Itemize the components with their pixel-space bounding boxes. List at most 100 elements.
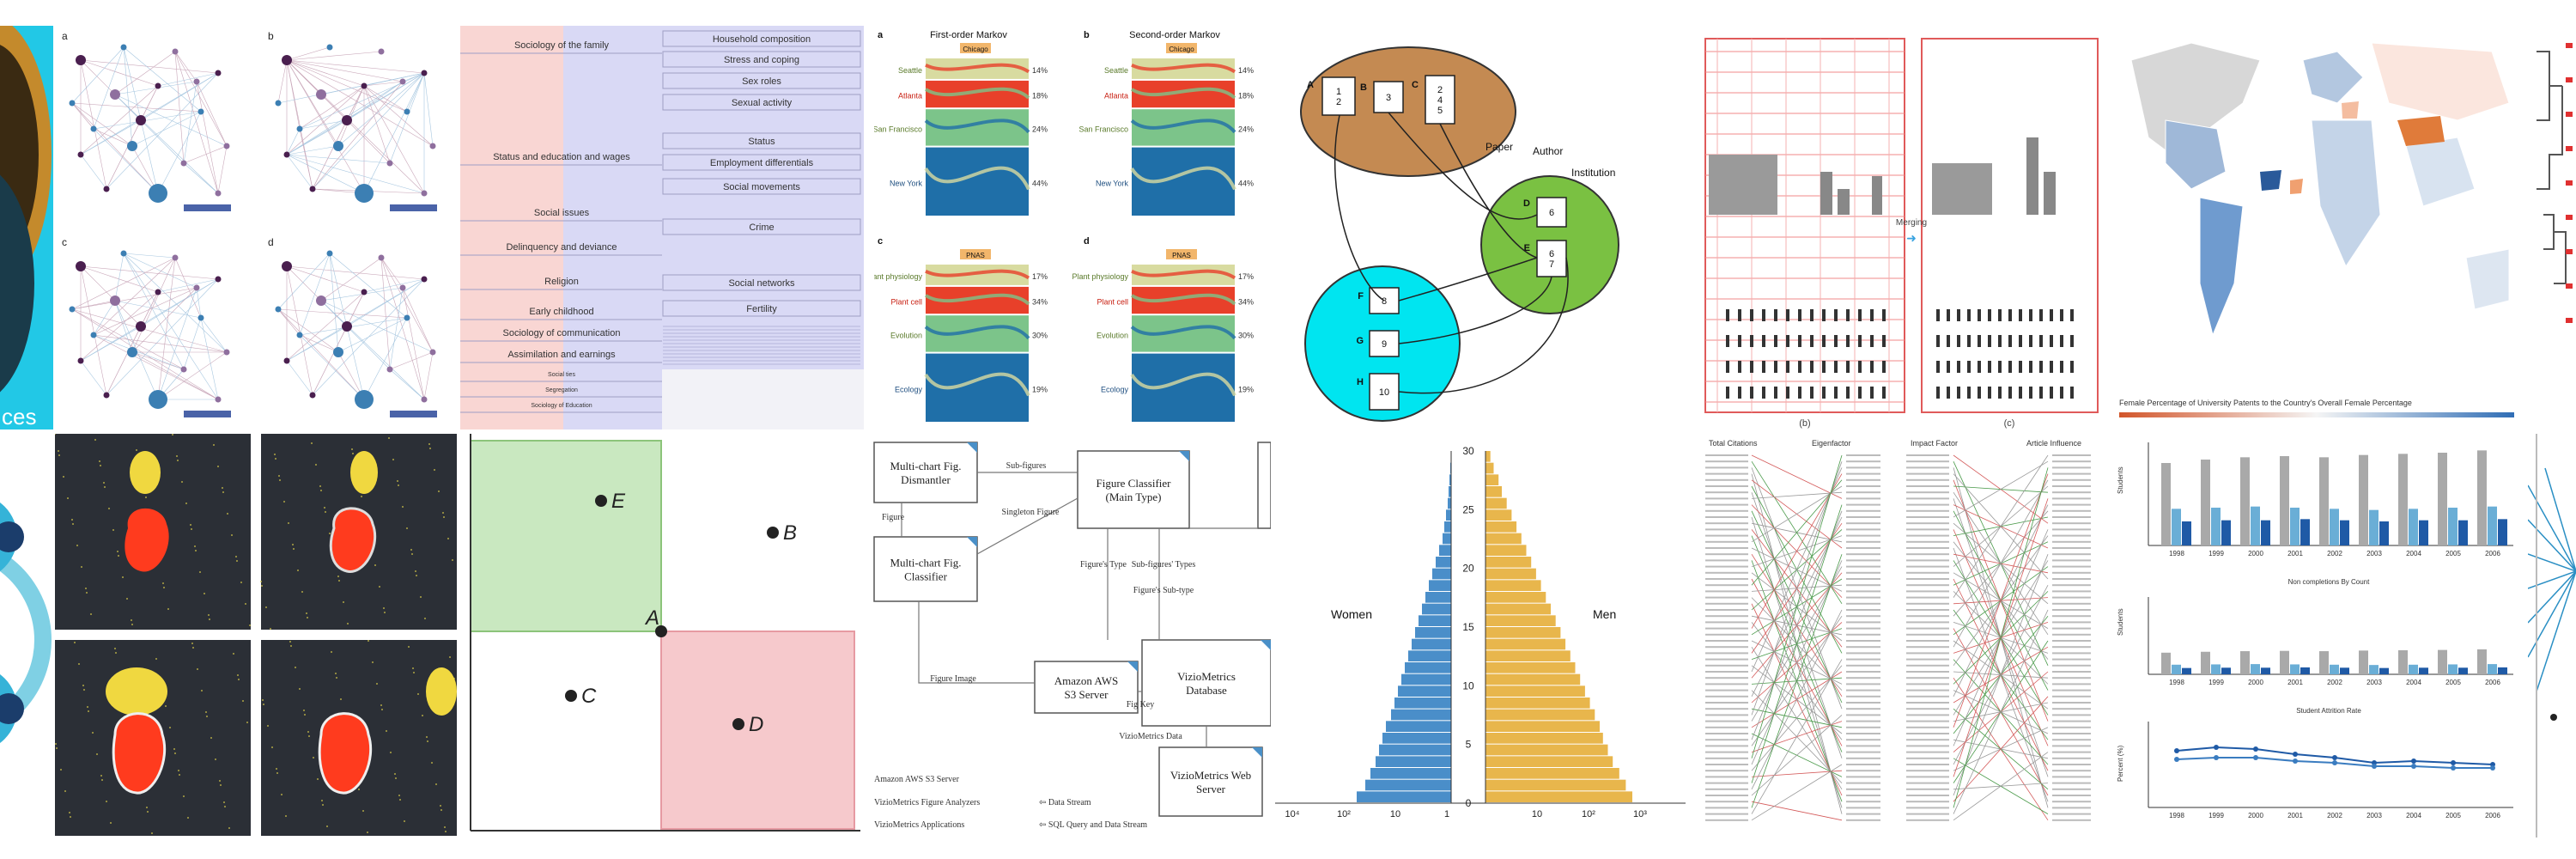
- sankey-flow-strand: [924, 372, 1030, 397]
- network-node: [77, 151, 84, 158]
- bar: [2398, 650, 2408, 674]
- bump-line: [1953, 454, 2049, 598]
- rank-label: [2052, 454, 2091, 456]
- sankey-pct-label: 19%: [1032, 385, 1048, 393]
- network-edge: [80, 119, 142, 155]
- network-edge: [71, 287, 197, 310]
- rank-label: [1906, 640, 1949, 642]
- sankey-flow-strand: [1130, 325, 1236, 340]
- flow-box-text: VizioMetrics Web: [1170, 769, 1251, 782]
- scatter-dot: [78, 663, 80, 665]
- panel-c-label: (c): [2004, 418, 2015, 429]
- rank-label: [2052, 664, 2091, 667]
- trace-mark: [1967, 361, 1971, 373]
- rank-label: [2052, 795, 2091, 796]
- men-bar: [1485, 744, 1608, 756]
- y-axis-label: Students: [2117, 466, 2124, 494]
- rank-label: [2052, 602, 2091, 605]
- scatter-dot: [398, 484, 399, 486]
- network-edge: [299, 119, 348, 130]
- network-edge: [93, 334, 219, 400]
- scatter-dot: [428, 443, 430, 445]
- network-edge: [123, 253, 219, 400]
- network-edge: [123, 253, 176, 259]
- bar: [2477, 450, 2487, 545]
- sankey-node-label: San Francisco: [1078, 125, 1128, 133]
- scatter-dot: [331, 651, 332, 653]
- rank-label: [1906, 770, 1949, 772]
- bump-header: Eigenfactor: [1812, 439, 1851, 448]
- scatter-dot: [100, 465, 101, 466]
- trace-mark: [1870, 361, 1874, 373]
- men-bar: [1485, 768, 1619, 779]
- network-edge: [389, 72, 425, 164]
- trace-mark: [1750, 387, 1753, 399]
- bar: [2300, 519, 2310, 545]
- women-bar: [1412, 638, 1451, 650]
- network-node: [180, 366, 187, 373]
- scatter-dot: [321, 800, 323, 801]
- network-edge: [106, 278, 219, 396]
- rank-label: [1705, 571, 1748, 574]
- trace-mark: [1936, 335, 1940, 347]
- sankey-title: Second-order Markov: [1129, 30, 1220, 40]
- scatter-dot: [219, 780, 221, 782]
- scatter-dot: [260, 581, 262, 582]
- scatter-dot: [304, 714, 306, 716]
- quadrant-point: [565, 690, 577, 702]
- rank-label: [2052, 751, 2091, 753]
- scatter-dot: [172, 434, 173, 436]
- rank-label: [2052, 646, 2091, 649]
- women-bar: [1432, 568, 1451, 580]
- scatter-dot: [85, 588, 87, 589]
- scatter-dot: [114, 648, 116, 649]
- rank-label: [2052, 460, 2091, 463]
- trace-mark: [1774, 309, 1777, 321]
- network-edge: [157, 72, 219, 87]
- sankey-flow-strand: [924, 166, 1030, 191]
- right-topic-box: [662, 132, 861, 149]
- women-bar: [1444, 521, 1451, 533]
- rank-label: [2052, 776, 2091, 778]
- rank-label: [1705, 472, 1748, 475]
- network-edge: [286, 59, 313, 190]
- rank-label: [1705, 739, 1748, 741]
- scatter-dot: [426, 736, 428, 738]
- bump-line: [1751, 485, 1843, 543]
- rank-label: [1846, 708, 1880, 710]
- men-bar: [1485, 650, 1571, 661]
- sankey-flow-strand: [1130, 119, 1236, 134]
- x-tick-label: 2004: [2406, 550, 2421, 557]
- scatter-dot: [444, 826, 446, 828]
- flow-box-text: Multi-chart Fig.: [890, 460, 961, 472]
- rank-label: [1705, 757, 1748, 759]
- bar: [2240, 457, 2250, 545]
- quadrant-point: [767, 527, 779, 539]
- network-edge: [114, 94, 185, 164]
- scatter-dot: [162, 582, 164, 584]
- venn-box: [1321, 76, 1356, 116]
- scatter-dot: [206, 716, 208, 717]
- scatter-dot: [227, 513, 228, 515]
- bar: [2359, 454, 2368, 545]
- rank-label: [2052, 478, 2091, 481]
- rank-label: [2052, 553, 2091, 556]
- scatter-dot: [279, 479, 281, 481]
- scatter-dot: [413, 672, 415, 673]
- right-topic-label: Employment differentials: [710, 158, 814, 168]
- rank-label: [1705, 720, 1748, 722]
- men-bar: [1485, 521, 1517, 533]
- trace-mark: [1858, 387, 1862, 399]
- rank-label: [1906, 695, 1949, 698]
- sankey-pct-label: 34%: [1032, 298, 1048, 307]
- network-node: [421, 70, 428, 76]
- trace-mark: [1750, 309, 1753, 321]
- scatter-dot: [276, 772, 278, 774]
- gel-bar: [1872, 176, 1882, 215]
- scatter-dot: [173, 748, 175, 750]
- y-tick-label: 30: [1462, 445, 1474, 457]
- scatter-dot: [374, 564, 376, 566]
- scatter-dot: [103, 482, 105, 484]
- network-edge: [363, 81, 404, 87]
